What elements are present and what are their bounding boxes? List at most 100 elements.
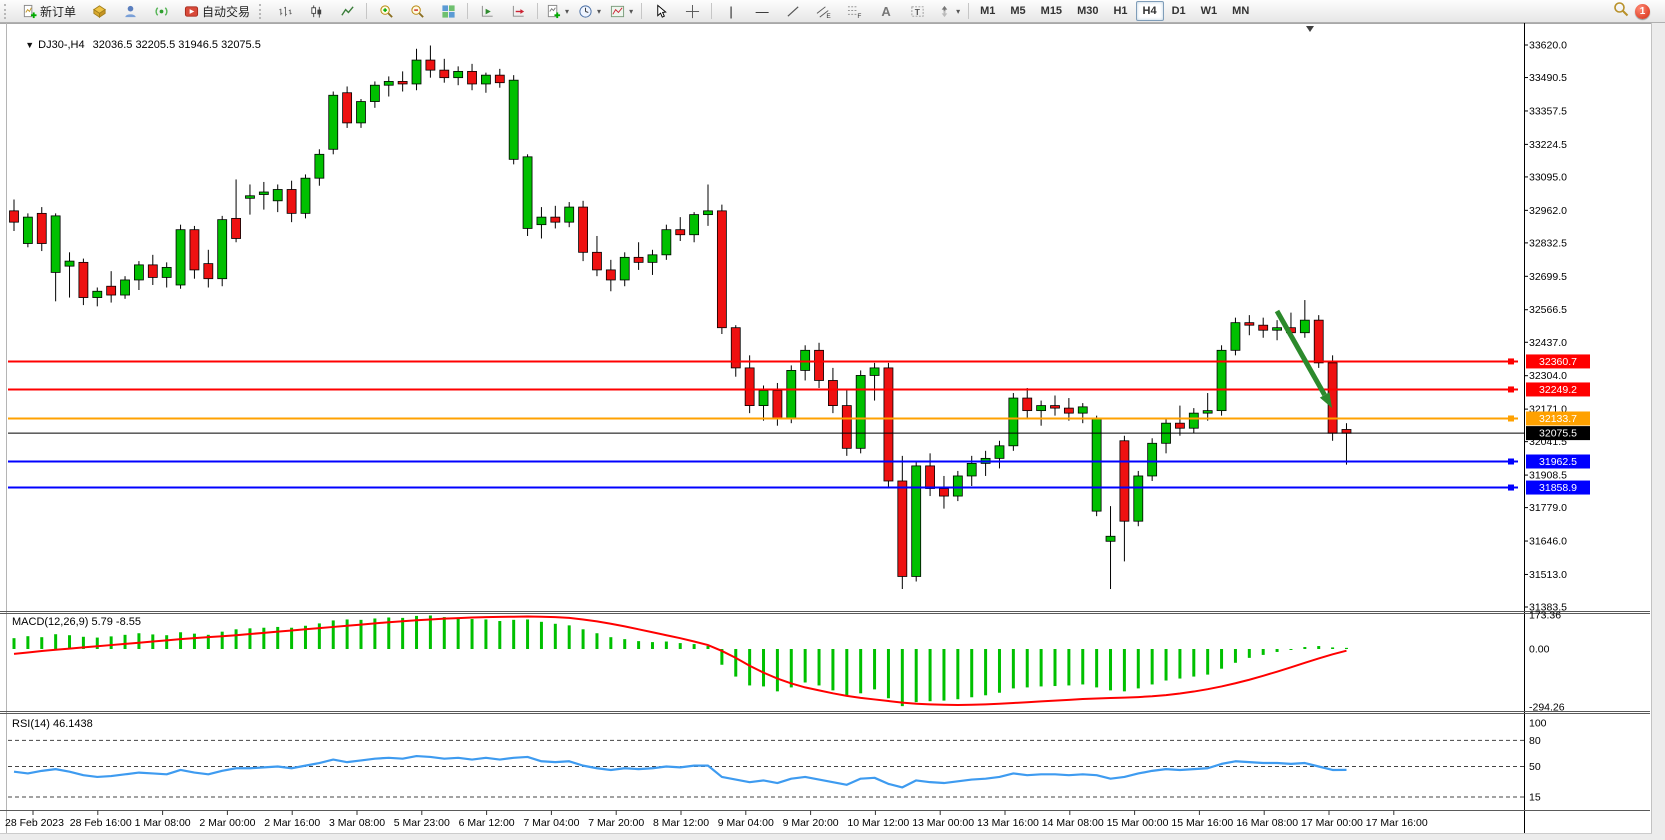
zoom-in-button[interactable] (371, 0, 401, 22)
toolbar-separator (537, 3, 539, 19)
chevron-down-icon: ▾ (629, 6, 634, 16)
text-icon: A (881, 3, 891, 19)
svg-text:9 Mar 20:00: 9 Mar 20:00 (783, 817, 839, 829)
svg-text:7 Mar 20:00: 7 Mar 20:00 (588, 817, 644, 829)
candlestick-chart-button[interactable] (301, 0, 331, 22)
templates-button[interactable]: ▾ (606, 0, 637, 22)
timeframe-button-H4[interactable]: H4 (1135, 1, 1164, 21)
svg-text:T: T (914, 6, 920, 16)
zoom-out-button[interactable] (402, 0, 432, 22)
chart-symbol-header[interactable]: ▼ DJ30-,H4 32036.5 32205.5 31946.5 32075.5 (13, 27, 261, 63)
auto-trading-button[interactable]: 自动交易 (177, 0, 257, 22)
price-level-line[interactable]: 31858.9 (8, 480, 1590, 495)
template-icon (610, 4, 625, 19)
profile-button[interactable] (115, 0, 145, 22)
vertical-line-icon: | (729, 3, 733, 19)
chevron-down-icon: ▾ (956, 6, 961, 16)
svg-text:16 Mar 08:00: 16 Mar 08:00 (1236, 817, 1298, 829)
chart-ohlc-values: 32036.5 32205.5 31946.5 32075.5 (92, 39, 261, 51)
svg-text:31962.5: 31962.5 (1539, 456, 1577, 468)
svg-text:32133.7: 32133.7 (1539, 413, 1577, 425)
chart-canvas[interactable]: 33620.0 33490.5 33357.5 33224.5 33095.0 32962… (0, 22, 1665, 840)
auto-scroll-button[interactable] (472, 0, 502, 22)
search-icon[interactable] (1613, 1, 1629, 22)
trendline-button[interactable] (778, 0, 808, 22)
toolbar-separator (641, 3, 643, 19)
price-level-line[interactable]: 32360.7 (8, 354, 1590, 369)
vertical-line-button[interactable]: | (716, 0, 746, 22)
svg-text:31513.0: 31513.0 (1529, 569, 1567, 581)
new-order-label: 新订单 (40, 4, 77, 19)
timeframe-button-D1[interactable]: D1 (1171, 5, 1186, 17)
svg-text:100: 100 (1529, 718, 1547, 730)
signal-icon (154, 4, 169, 19)
new-order-icon (22, 4, 37, 19)
svg-text:33490.5: 33490.5 (1529, 72, 1567, 84)
timeframe-button-MN[interactable]: MN (1232, 5, 1250, 17)
svg-text:31858.9: 31858.9 (1539, 482, 1577, 494)
bar-chart-button[interactable] (270, 0, 300, 22)
channel-icon: E (816, 4, 832, 19)
rsi-pane: 100 80 50 15 RSI(14) 46.1438 (8, 718, 1547, 803)
periods-button[interactable]: ▾ (574, 0, 605, 22)
down-arrow-annotation[interactable] (1274, 309, 1332, 408)
rsi-line (13, 754, 1347, 789)
timeframe-button-M15[interactable]: M15 (1040, 5, 1063, 17)
channel-button[interactable]: E (809, 0, 839, 22)
svg-text:32437.0: 32437.0 (1529, 337, 1567, 349)
svg-text:17 Mar 00:00: 17 Mar 00:00 (1301, 817, 1363, 829)
trendline-icon (786, 4, 801, 19)
svg-text:E: E (826, 13, 831, 19)
fibonacci-button[interactable]: F (840, 0, 870, 22)
market-depth-button[interactable] (84, 0, 114, 22)
toolbar-separator (467, 3, 469, 19)
zoom-in-icon (379, 4, 394, 19)
svg-text:33357.5: 33357.5 (1529, 105, 1567, 117)
cursor-icon (654, 3, 669, 19)
arrows-icon (937, 4, 952, 19)
timeframe-button-M5[interactable]: M5 (1010, 5, 1026, 17)
text-button[interactable]: A (871, 0, 901, 22)
arrows-button[interactable]: ▾ (933, 0, 964, 22)
cursor-button[interactable] (646, 0, 676, 22)
svg-text:28 Feb 2023: 28 Feb 2023 (5, 817, 64, 829)
notification-badge[interactable]: 1 (1635, 3, 1650, 19)
svg-text:15 Mar 00:00: 15 Mar 00:00 (1107, 817, 1169, 829)
svg-text:17 Mar 16:00: 17 Mar 16:00 (1366, 817, 1428, 829)
tile-windows-button[interactable] (433, 0, 463, 22)
macd-signal-line (13, 615, 1347, 706)
svg-text:13 Mar 00:00: 13 Mar 00:00 (912, 817, 974, 829)
alerts-button[interactable] (146, 0, 176, 22)
price-level-line[interactable]: 31962.5 (8, 454, 1590, 469)
svg-text:32075.5: 32075.5 (1539, 428, 1577, 440)
svg-text:7 Mar 04:00: 7 Mar 04:00 (523, 817, 579, 829)
svg-text:32832.5: 32832.5 (1529, 237, 1567, 249)
indicators-button[interactable]: ▾ (542, 0, 573, 22)
candlestick-chart-icon (309, 4, 324, 19)
line-chart-button[interactable] (332, 0, 362, 22)
timeframe-button-M1[interactable]: M1 (980, 5, 996, 17)
svg-text:3 Mar 08:00: 3 Mar 08:00 (329, 817, 385, 829)
timeframe-button-M30[interactable]: M30 (1077, 5, 1099, 17)
chart-symbol: DJ30-,H4 (38, 39, 85, 51)
svg-text:32962.0: 32962.0 (1529, 205, 1567, 217)
price-level-line[interactable]: 32133.7 (8, 411, 1590, 426)
svg-text:2 Mar 00:00: 2 Mar 00:00 (199, 817, 255, 829)
toolbar-right-tools: 1 (1613, 1, 1662, 22)
timeframe-button-H1[interactable]: H1 (1113, 5, 1128, 17)
timeframe-button-W1[interactable]: W1 (1200, 5, 1218, 17)
current-bar-marker (1306, 26, 1314, 32)
new-order-button[interactable]: 新订单 (15, 0, 83, 22)
window-bottom-edge (0, 833, 1652, 840)
text-label-button[interactable]: T (902, 0, 932, 22)
svg-text:2 Mar 16:00: 2 Mar 16:00 (264, 817, 320, 829)
price-level-line[interactable]: 32249.2 (8, 382, 1590, 397)
text-label-icon: T (910, 4, 925, 19)
svg-text:6 Mar 12:00: 6 Mar 12:00 (459, 817, 515, 829)
timeframe-group: M1 M5 M15 M30 H1 H4 D1 W1 MN (973, 1, 1256, 21)
svg-text:32699.5: 32699.5 (1529, 271, 1567, 283)
chart-shift-button[interactable] (503, 0, 533, 22)
crosshair-button[interactable] (677, 0, 707, 22)
horizontal-line-button[interactable]: — (747, 0, 777, 22)
